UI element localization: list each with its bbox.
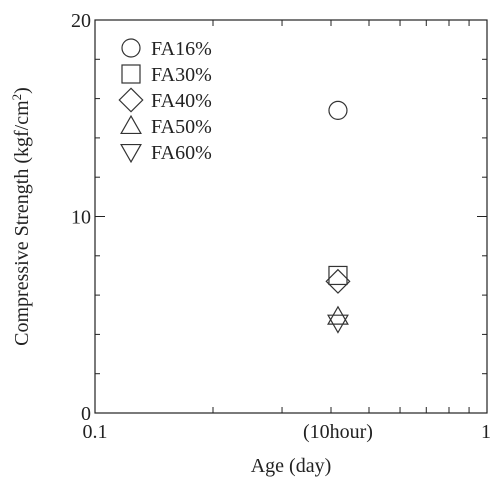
y-axis-label-close: ) (11, 87, 33, 94)
legend-marker-square (121, 64, 141, 84)
x-tick-label: 1 (481, 421, 491, 443)
legend-label: FA50% (151, 116, 212, 138)
legend-marker-triangle-up (120, 114, 142, 135)
data-point-diamond (325, 268, 351, 294)
x-tick-label: 0.1 (83, 421, 108, 443)
legend: FA16% FA30% FA40% FA50% FA60% (118, 38, 212, 164)
x-tick-label: (10hour) (303, 421, 373, 443)
data-point-triangle-down (327, 314, 349, 334)
legend-label: FA16% (151, 38, 212, 60)
legend-label: FA60% (151, 142, 212, 164)
legend-label: FA40% (151, 90, 212, 112)
y-axis-label: Compressive Strength (kgf/cm2) (9, 87, 34, 346)
y-tick-label: 20 (71, 10, 91, 32)
y-tick-label: 10 (71, 207, 91, 229)
legend-marker-diamond (118, 87, 144, 113)
data-point-circle (328, 100, 348, 120)
legend-marker-triangle-down (120, 143, 142, 164)
legend-label: FA30% (151, 64, 212, 86)
y-tick-label: 0 (81, 403, 91, 425)
data-point-square (328, 265, 348, 286)
y-axis-label-main: Compressive Strength (kgf/cm (11, 100, 33, 346)
y-axis-label-superscript: 2 (9, 94, 24, 101)
legend-marker-circle (121, 38, 141, 58)
data-points (325, 100, 351, 334)
x-axis-label: Age (day) (251, 455, 332, 477)
ticks: 0 10 20 0.1 (10hour) 1 (71, 10, 491, 443)
